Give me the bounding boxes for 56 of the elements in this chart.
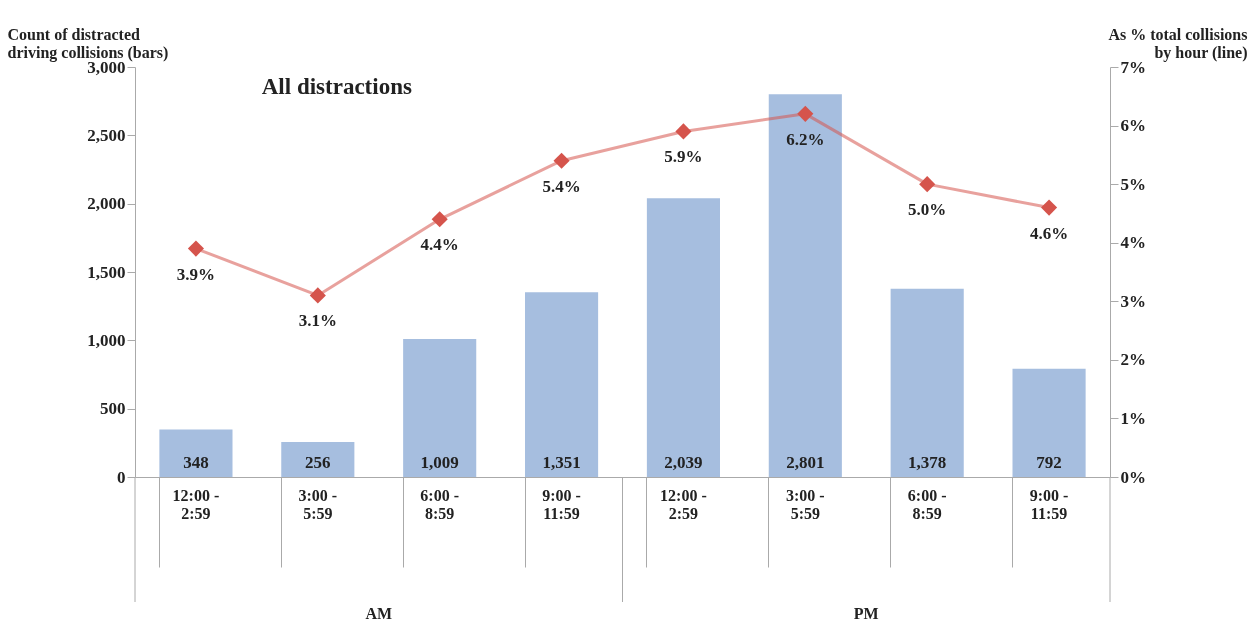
bar xyxy=(1012,368,1086,477)
data-label: 1,351 xyxy=(542,453,581,472)
y-tick-label: 2,000 xyxy=(87,194,126,214)
y2-tick-label: 3% xyxy=(1120,291,1146,311)
chart-title: All distractions xyxy=(261,74,412,99)
x-tick-label: 9:00 - 11:59 xyxy=(542,486,581,522)
data-label: 3.1% xyxy=(298,311,337,331)
data-label: 2,801 xyxy=(786,453,825,472)
data-label: 348 xyxy=(183,453,209,472)
x-tick-label: 12:00 - 2:59 xyxy=(660,486,707,522)
x-tick-label: 6:00 - 8:59 xyxy=(420,486,460,522)
data-label: 3.9% xyxy=(176,264,216,284)
y-tick-label: 1,500 xyxy=(87,262,126,282)
bar xyxy=(646,198,720,477)
bar xyxy=(768,94,842,477)
data-label: 5.9% xyxy=(664,147,703,167)
x-tick-label: 9:00 - 11:59 xyxy=(1029,486,1069,522)
data-label: 4.4% xyxy=(420,235,459,255)
y-tick-label: 500 xyxy=(100,399,126,419)
y2-tick-label: 4% xyxy=(1120,233,1146,253)
data-label: 4.6% xyxy=(1029,223,1069,243)
y2-tick-label: 5% xyxy=(1120,174,1146,194)
bar xyxy=(159,429,233,477)
bar xyxy=(281,442,355,477)
point xyxy=(309,287,326,304)
data-label: 792 xyxy=(1036,453,1062,472)
data-label: 1,378 xyxy=(908,453,947,472)
point xyxy=(187,240,204,257)
data-label: 2,039 xyxy=(664,453,703,472)
x-tick-label: 3:00 - 5:59 xyxy=(298,486,338,522)
data-label: 5.0% xyxy=(908,200,947,220)
data-label: 6.2% xyxy=(786,129,825,149)
bar xyxy=(403,339,477,477)
x-tick-label: 6:00 - 8:59 xyxy=(907,486,947,522)
point xyxy=(919,176,936,193)
y-tick-label: 0 xyxy=(117,467,126,487)
bar xyxy=(525,292,599,477)
y-tick-label: 1,000 xyxy=(87,330,126,350)
point xyxy=(675,123,692,140)
y2-tick-label: 6% xyxy=(1120,116,1146,136)
data-label: 5.4% xyxy=(542,176,581,196)
point xyxy=(553,152,570,169)
data-label: 1,009 xyxy=(420,453,459,472)
text: PM xyxy=(853,605,879,622)
x-tick-label: 3:00 - 5:59 xyxy=(785,486,825,522)
y2-tick-label: 0% xyxy=(1120,467,1146,487)
y2-tick-label: 1% xyxy=(1120,408,1146,428)
point xyxy=(431,211,448,228)
point xyxy=(1041,199,1058,216)
y2-tick-label: 2% xyxy=(1120,350,1146,370)
point xyxy=(797,105,814,122)
bar xyxy=(890,288,964,477)
y-tick-label: 2,500 xyxy=(87,125,126,145)
data-label: 256 xyxy=(305,453,331,472)
x-tick-label: 12:00 - 2:59 xyxy=(172,486,220,522)
text: AM xyxy=(365,605,393,622)
